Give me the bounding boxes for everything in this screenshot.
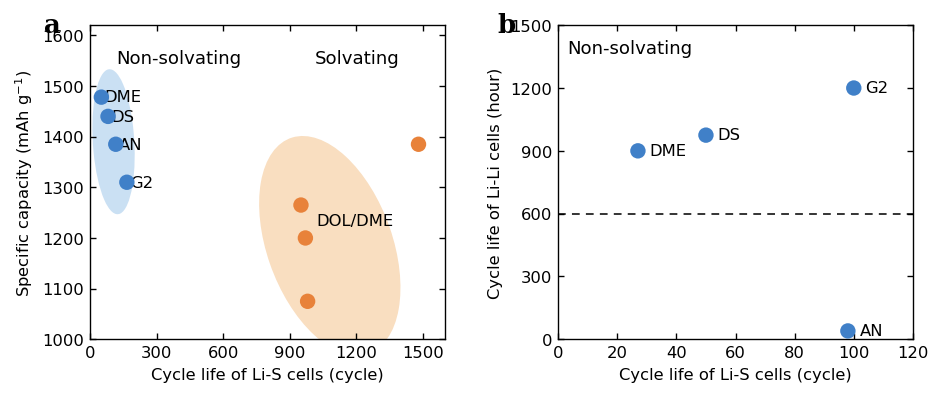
- Point: [300, 298, 315, 305]
- Ellipse shape: [92, 70, 135, 215]
- Y-axis label: Cycle life of Li-Li cells (hour): Cycle life of Li-Li cells (hour): [488, 67, 503, 298]
- X-axis label: Cycle life of Li-S cells (cycle): Cycle life of Li-S cells (cycle): [152, 367, 384, 382]
- Text: b: b: [497, 13, 515, 38]
- Point: [630, 148, 645, 154]
- Text: G2: G2: [866, 81, 888, 96]
- Text: DME: DME: [649, 144, 687, 159]
- Point: [840, 328, 855, 334]
- Point: [293, 202, 308, 209]
- Text: DS: DS: [111, 109, 134, 124]
- Text: Non-solvating: Non-solvating: [567, 40, 691, 58]
- Point: [698, 133, 713, 139]
- Text: DS: DS: [718, 128, 740, 143]
- Point: [101, 114, 116, 120]
- Ellipse shape: [259, 137, 400, 355]
- Text: DOL/DME: DOL/DME: [317, 213, 394, 228]
- Y-axis label: Specific capacity (mAh g$^{-1}$): Specific capacity (mAh g$^{-1}$): [14, 69, 36, 296]
- Point: [298, 235, 313, 242]
- Text: AN: AN: [119, 137, 142, 152]
- Text: Solvating: Solvating: [314, 50, 398, 68]
- Text: AN: AN: [859, 324, 883, 339]
- Text: G2: G2: [130, 175, 153, 190]
- X-axis label: Cycle life of Li-S cells (cycle): Cycle life of Li-S cells (cycle): [619, 367, 852, 382]
- Point: [120, 179, 135, 186]
- Point: [411, 142, 426, 148]
- Text: a: a: [44, 13, 61, 38]
- Point: [846, 86, 861, 92]
- Point: [108, 142, 123, 148]
- Text: DME: DME: [105, 90, 141, 105]
- Text: Non-solvating: Non-solvating: [116, 50, 241, 68]
- Point: [94, 95, 109, 101]
